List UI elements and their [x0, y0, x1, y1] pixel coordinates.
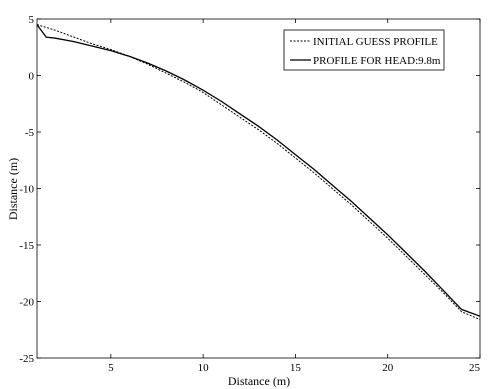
x-tick-label: 5	[108, 362, 114, 374]
y-axis-title: Distance (m)	[6, 158, 20, 220]
x-tick-label: 10	[198, 362, 210, 374]
y-tick-label: -10	[19, 184, 34, 196]
series-line-head-profile	[36, 24, 481, 317]
y-tick-label: -5	[25, 127, 35, 139]
x-axis: 5 10 15 20 25	[108, 19, 481, 374]
legend-label-head-profile: PROFILE FOR HEAD:9.8m	[313, 55, 441, 67]
y-tick-label: -15	[19, 240, 34, 252]
x-tick-label: 20	[382, 362, 394, 374]
x-axis-title: Distance (m)	[228, 374, 290, 388]
legend: INITIAL GUESS PROFILE PROFILE FOR HEAD:9…	[283, 29, 445, 71]
y-axis: 5 0 -5 -10 -15 -20 -25	[19, 14, 480, 365]
y-tick-label: 0	[29, 71, 35, 83]
legend-box	[283, 29, 445, 71]
series-line-initial-guess	[36, 24, 481, 321]
y-tick-label: 5	[29, 14, 35, 26]
x-tick-label: 25	[469, 362, 481, 374]
y-tick-label: -20	[19, 297, 34, 309]
y-tick-label: -25	[19, 353, 34, 365]
legend-label-initial-guess: INITIAL GUESS PROFILE	[313, 36, 438, 48]
series-layer	[36, 24, 481, 321]
x-tick-label: 15	[290, 362, 302, 374]
